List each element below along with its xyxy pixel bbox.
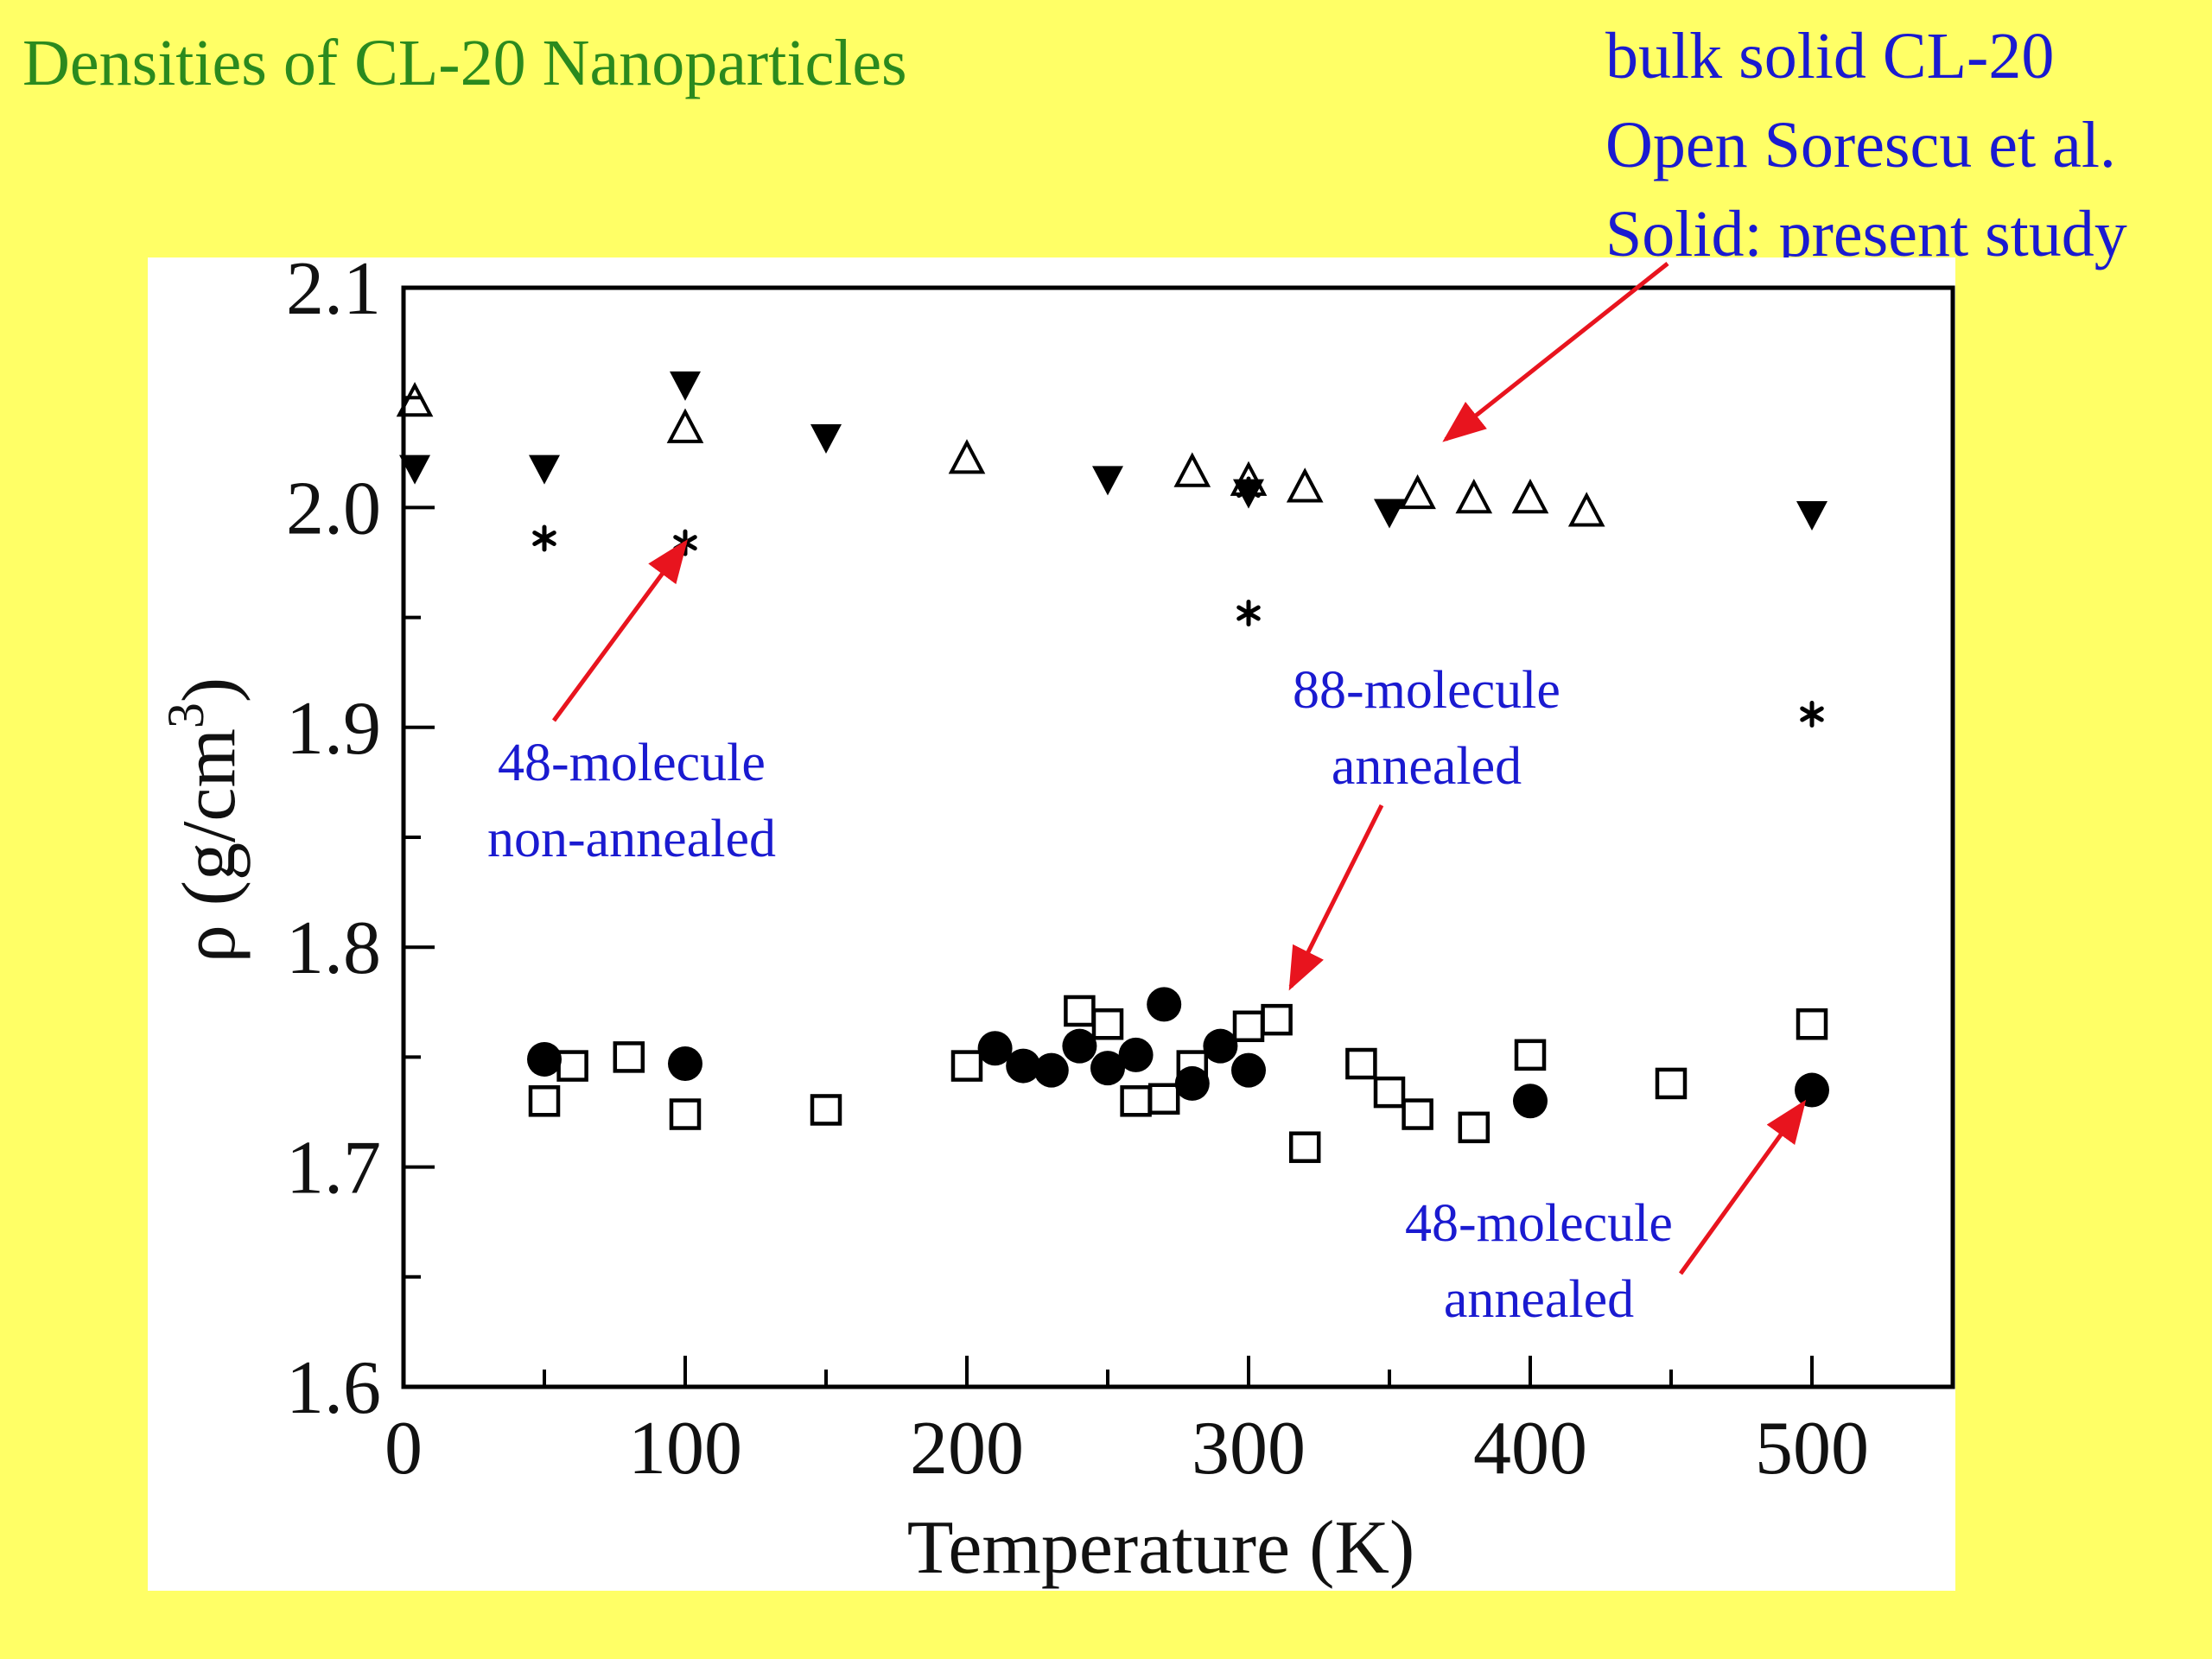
filled-circle-point (1090, 1051, 1125, 1086)
annotation-label: 48-molecule (1405, 1194, 1673, 1253)
open-triangle-point (1511, 478, 1549, 514)
open-square-point (669, 1098, 702, 1130)
filled-circle-point (527, 1041, 562, 1077)
open-square-point (1288, 1131, 1321, 1163)
open-square-point (1514, 1039, 1547, 1071)
annotation-label: non-annealed (487, 810, 776, 868)
y-tick-label: 1.8 (286, 906, 381, 990)
asterisk-point (1236, 600, 1261, 627)
y-tick-label: 2.1 (286, 257, 381, 331)
y-axis-title-close: ) (168, 677, 251, 702)
x-tick-label: 0 (385, 1407, 423, 1491)
open-square-point (1147, 1083, 1180, 1115)
open-square-point (1655, 1067, 1688, 1100)
open-square-point (613, 1041, 645, 1073)
x-tick-label: 200 (910, 1407, 1024, 1491)
filled-circle-point (1118, 1037, 1154, 1072)
open-square-point (1345, 1047, 1377, 1080)
filled-circle-point (1513, 1084, 1548, 1119)
filled-circle-point (668, 1046, 702, 1082)
plot-panel: 0 100 200 300 400 500 1.6 1.7 1.8 1.9 2.0 2.1 Temper… (148, 257, 1955, 1591)
annotation-label: annealed (1332, 737, 1522, 796)
axes-layer: 0 100 200 300 400 500 1.6 1.7 1.8 1.9 2.0 2.1 Temper… (157, 257, 1955, 1590)
filled-triangle-point (399, 454, 431, 485)
y-axis-title: ρ (g/cm3) (157, 677, 251, 963)
y-tick-label: 1.9 (286, 687, 381, 771)
open-square-point (1064, 995, 1096, 1027)
filled-circle-point (1147, 987, 1182, 1022)
filled-triangle-point (1796, 501, 1827, 531)
y-axis-title-superscript: 3 (157, 702, 214, 728)
filled-circle-point (977, 1031, 1013, 1066)
open-triangle-point (1286, 467, 1324, 503)
annotation-arrow (551, 539, 688, 722)
y-tick-label: 1.7 (286, 1127, 381, 1211)
open-triangle-point (948, 439, 986, 474)
open-square-point (1373, 1076, 1406, 1109)
x-tick-label: 400 (1473, 1407, 1587, 1491)
asterisk-point (1236, 476, 1261, 504)
asterisk-point (1800, 701, 1824, 728)
open-triangle-point (396, 382, 434, 417)
x-tick-label: 500 (1755, 1407, 1869, 1491)
open-square-point (528, 1085, 561, 1117)
open-triangle-point (1399, 474, 1436, 510)
bulk-solid-note: bulk solid CL-20 (1605, 20, 2055, 92)
annotation-label: annealed (1444, 1270, 1634, 1329)
filled-circle-point (1231, 1052, 1266, 1088)
filled-triangle-point (670, 371, 701, 401)
asterisk-point (532, 524, 556, 552)
filled-circle-point (1795, 1072, 1829, 1108)
points-layer (396, 371, 1829, 1163)
x-axis-title: Temperature (K) (907, 1506, 1415, 1590)
y-axis-title-main: ρ (g/cm (168, 728, 251, 963)
open-square-point (1091, 1007, 1124, 1040)
open-square-point (810, 1094, 842, 1126)
annotation-arrow (1288, 804, 1384, 991)
open-square-point (950, 1050, 983, 1082)
filled-circle-point (1033, 1052, 1069, 1088)
x-tick-label: 300 (1192, 1407, 1306, 1491)
filled-circle-point (1174, 1065, 1210, 1101)
open-square-point (556, 1050, 588, 1082)
open-square-point (1796, 1007, 1828, 1040)
open-triangle-point (1173, 452, 1211, 487)
annotation-label: 48-molecule (498, 734, 766, 792)
density-scatter-chart: 0 100 200 300 400 500 1.6 1.7 1.8 1.9 2.0 2.1 Temper… (157, 257, 1955, 1590)
open-triangle-point (666, 408, 704, 443)
filled-circle-point (1006, 1048, 1041, 1084)
open-triangle-point (1567, 492, 1605, 527)
filled-triangle-point (1374, 499, 1405, 529)
slide-title: Densities of CL-20 Nanoparticles (22, 27, 907, 99)
filled-circle-point (1203, 1028, 1238, 1064)
open-square-point (1402, 1098, 1433, 1130)
open-square-point (1120, 1085, 1152, 1117)
open-square-point (1261, 1003, 1293, 1036)
x-tick-label: 100 (628, 1407, 742, 1491)
open-square-point (1458, 1111, 1491, 1144)
filled-triangle-point (810, 423, 842, 454)
filled-triangle-point (1092, 466, 1123, 496)
y-tick-label: 2.0 (286, 467, 381, 550)
open-triangle-point (1455, 478, 1493, 514)
open-symbols-note: Open Sorescu et al. (1605, 109, 2116, 181)
filled-triangle-point (529, 454, 560, 485)
y-tick-label: 1.6 (286, 1346, 381, 1430)
annotation-layer: 48-molecule non-annealed 88-molecule anneal… (487, 539, 1807, 1329)
annotation-label: 88-molecule (1293, 661, 1560, 720)
annotation-arrow (1678, 1099, 1807, 1275)
filled-circle-point (1062, 1028, 1097, 1064)
open-square-point (1232, 1010, 1265, 1043)
